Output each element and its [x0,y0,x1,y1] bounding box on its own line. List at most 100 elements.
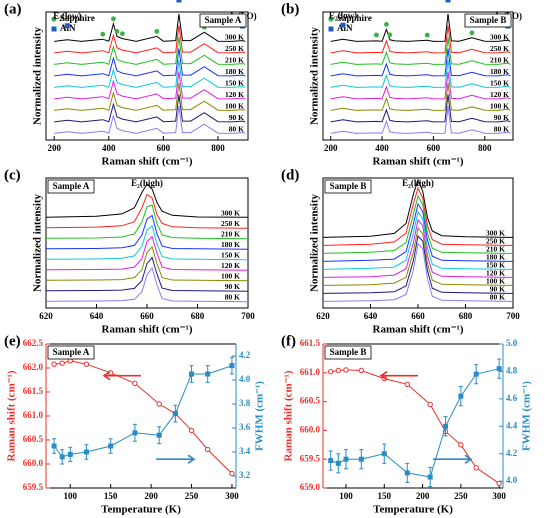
sample-box [324,345,372,360]
legend-label: AlN [337,23,353,33]
y2-tick-label: 4.6 [506,393,518,403]
x-axis-label: Temperature (K) [101,504,181,516]
temperature-label: 250 K [221,219,240,228]
spectrum-line [45,246,249,282]
temperature-label: 250 K [490,44,509,53]
x-tick-label: 700 [241,311,255,321]
temperature-label: 250 K [225,44,244,53]
temperature-label: 100 K [490,102,509,111]
x-tick-label: 300 [225,491,239,501]
series-line [54,360,233,474]
y2-tick-label: 4.8 [506,365,518,375]
point [229,363,235,369]
panel-label: (d) [281,167,299,183]
x-tick-label: 680 [191,311,205,321]
x-tick-label: 200 [47,143,61,153]
x-tick-label: 100 [339,491,353,501]
point [404,381,410,388]
temperature-label: 150 K [221,251,240,260]
y2-tick-label: 5.0 [506,338,518,348]
point [67,451,73,457]
y2-tick-label: 4.0 [506,475,518,485]
peak-marker [445,0,451,3]
x-tick-label: 680 [459,311,473,321]
spectrum-line [330,71,511,100]
plot-frame [45,177,249,309]
sample-box [199,13,247,28]
spectrum-line [330,82,511,111]
point [343,367,349,373]
peak-marker [111,16,116,22]
temperature-label: 90 K [490,285,505,294]
y2-tick-label: 4.4 [506,420,518,430]
spectrum-line [330,105,511,134]
temperature-label: 90 K [229,113,244,122]
point [83,361,90,367]
plot-frame [322,177,514,309]
spectrum-line [322,234,514,294]
x-axis-label: Raman shift (cm⁻¹) [102,156,193,168]
spectrum-line [54,13,246,42]
sample-box [47,345,95,360]
x-tick-label: 620 [316,311,330,321]
peak-marker [154,29,160,34]
x-tick-label: 620 [39,311,53,321]
series-line [53,365,233,458]
legend-marker [328,26,334,32]
peak-marker [424,32,430,38]
spectrum-line [322,242,514,302]
series-line [330,368,500,478]
sample-label: Sample B [470,15,507,25]
x-tick-label: 800 [478,143,492,153]
sample-label: Sample B [330,347,367,357]
sample-box [47,179,95,194]
x-tick-label: 300 [492,491,506,501]
point [358,367,364,374]
y-tick-label: 661.0 [23,410,44,420]
legend-marker [328,16,334,22]
x-axis-label: Raman shift (cm⁻¹) [373,156,464,168]
point [108,443,114,449]
x-axis-label: Raman shift (cm⁻¹) [373,324,464,336]
spectrum-line [330,48,511,77]
point [189,371,195,377]
x-tick-label: 660 [140,311,154,321]
y-tick-label: 661.0 [300,367,321,377]
point [132,430,138,436]
peak-marker [374,32,379,38]
spectrum-line [45,235,249,271]
temperature-label: 180 K [225,67,244,76]
spectrum-line [54,25,246,54]
y2-tick-label: 4.0 [239,374,251,384]
y2-tick-label: 3.2 [239,470,251,480]
point [427,401,433,408]
spectrum-line [54,82,246,111]
y-tick-label: 659.0 [300,482,321,492]
point [156,432,162,438]
point [404,470,410,476]
y-tick-label: 660.5 [23,434,44,444]
peak-marker [120,31,125,37]
sample-label: Sample B [330,181,367,191]
y-tick-label: 661.5 [23,386,44,396]
temperature-label: 80 K [494,125,509,134]
spectrum-line [322,202,514,262]
temperature-label: 250 K [486,237,505,246]
y-axis-label: Normalized intensity [309,26,321,125]
y-tick-label: 660.5 [300,396,321,406]
y-axis-label: Raman shift (cm⁻¹) [6,370,18,461]
y-tick-label: 660.0 [23,458,44,468]
point [59,454,65,460]
y-axis-label: Raman shift (cm⁻¹) [283,370,295,461]
y2-tick-label: 3.8 [239,398,251,408]
spectrum-line [330,94,511,123]
temperature-label: 120 K [486,269,505,278]
spectrum-line [322,186,514,246]
panel-label: (c) [4,167,21,183]
spectrum-line [322,218,514,278]
spectrum-line [45,183,249,218]
temperature-label: 180 K [486,253,505,262]
temperature-label: 210 K [225,56,244,65]
x-tick-label: 200 [416,491,430,501]
spectrum-line [330,25,511,54]
